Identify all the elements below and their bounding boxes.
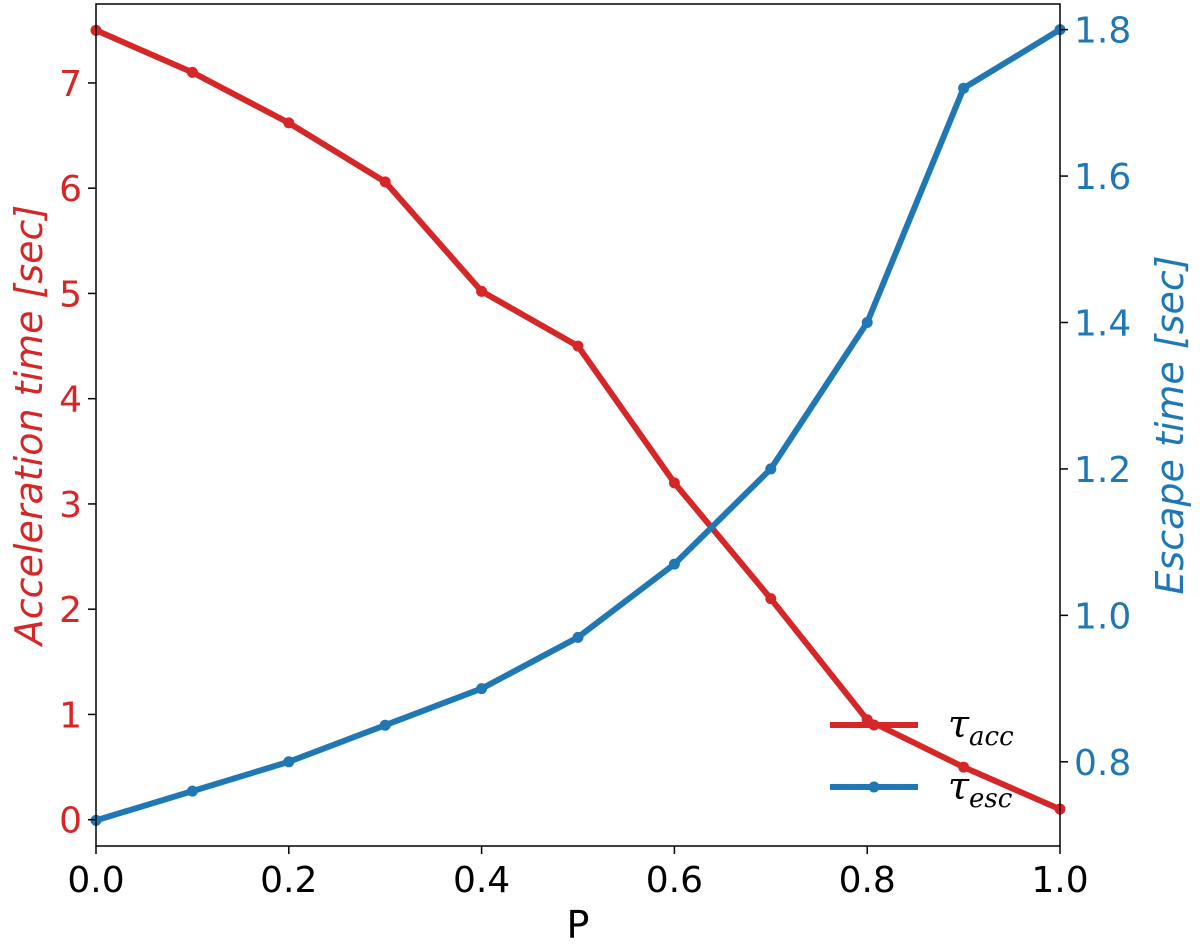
left-y-axis-label: Acceleration time [sec] (7, 205, 51, 649)
data-point-esc (572, 631, 584, 643)
legend-label-acc: τacc (948, 702, 1014, 752)
left-y-tick-label: 7 (59, 64, 82, 105)
data-point-acc (572, 340, 584, 352)
left-y-tick-label: 0 (59, 801, 82, 842)
x-tick-label: 0.8 (839, 860, 896, 901)
x-axis-label: P (567, 903, 590, 947)
right-y-tick-label: 1.6 (1074, 157, 1131, 198)
right-y-tick-label: 1.4 (1074, 303, 1131, 344)
right-y-axis-label: Escape time [sec] (1148, 255, 1192, 594)
left-y-tick-label: 4 (59, 380, 82, 421)
x-tick-label: 0.4 (453, 860, 510, 901)
left-y-tick-label: 3 (59, 485, 82, 526)
x-tick-label: 1.0 (1031, 860, 1088, 901)
data-point-esc (283, 756, 295, 768)
series-layer (90, 24, 1066, 826)
x-tick-label: 0.6 (646, 860, 703, 901)
right-y-tick-label: 0.8 (1074, 743, 1131, 784)
data-point-acc (476, 285, 488, 297)
data-point-acc (283, 117, 295, 129)
left-y-tick-label: 6 (59, 169, 82, 210)
series-line-acc (94, 27, 1062, 812)
legend-label-esc: τesc (948, 764, 1013, 814)
left-y-tick-label: 1 (59, 695, 82, 736)
x-tick-label: 0.2 (260, 860, 317, 901)
right-y-tick-label: 1.0 (1074, 596, 1131, 637)
legend-marker-acc (868, 719, 880, 731)
left-y-tick-label: 2 (59, 590, 82, 631)
data-point-esc (765, 463, 777, 475)
data-point-acc (958, 761, 970, 773)
left-y-tick-label: 5 (59, 274, 82, 315)
data-point-acc (765, 593, 777, 605)
series-line-esc (95, 27, 1062, 824)
ticks-layer: 0.0 0.2 0.4 0.6 0.8 1.0 0 1 2 3 4 5 6 7 0.8 1.0 1.2 1.4 1.… (59, 11, 1131, 901)
data-point-esc (476, 683, 488, 695)
data-point-esc (668, 558, 680, 570)
legend-marker-esc (868, 781, 880, 793)
data-point-acc (668, 477, 680, 489)
x-tick-label: 0.0 (67, 860, 124, 901)
data-point-acc (186, 66, 198, 78)
legend: τacc τesc (830, 702, 1014, 814)
right-y-tick-label: 1.8 (1074, 11, 1131, 52)
data-point-esc (186, 785, 198, 797)
data-point-esc (861, 316, 873, 328)
data-point-acc (379, 176, 391, 188)
data-point-esc (379, 719, 391, 731)
right-y-tick-label: 1.2 (1074, 450, 1131, 491)
plot-frame (95, 3, 1061, 847)
data-point-esc (958, 82, 970, 94)
